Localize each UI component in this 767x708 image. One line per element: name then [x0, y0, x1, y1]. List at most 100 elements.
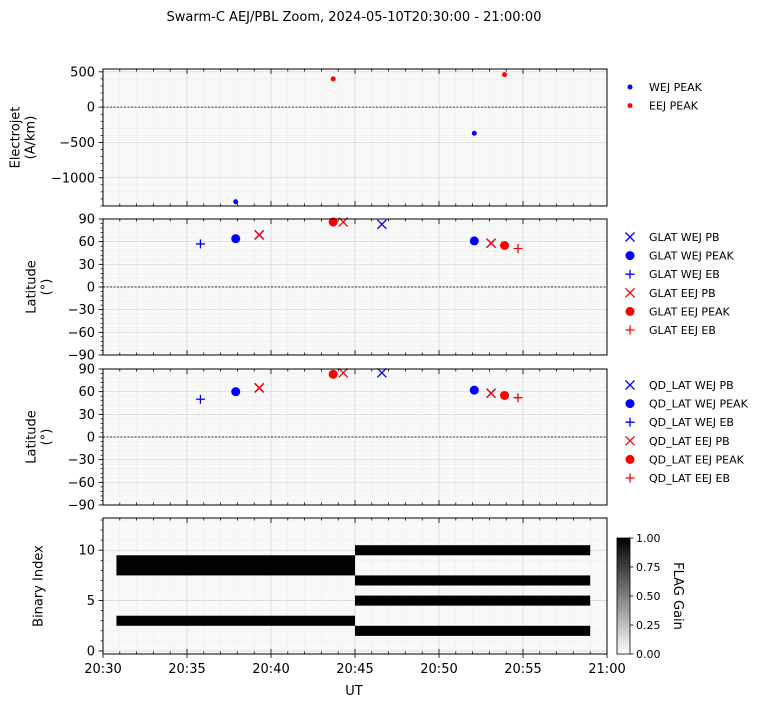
- legend-marker: [625, 269, 635, 279]
- x-tick-label: 20:35: [168, 662, 205, 677]
- legend-label: GLAT EEJ PB: [649, 287, 716, 300]
- y-axis-label-line: (°): [39, 429, 54, 446]
- y-tick-label: 90: [78, 363, 95, 378]
- flag-cell: [116, 615, 355, 626]
- flag-cell: [355, 545, 591, 556]
- data-point: [513, 243, 523, 253]
- legend-marker: [625, 325, 635, 335]
- panel-electrojet: 500 0 −500 −1000 Electrojet(A/km) WEJ PEAK EEJ…: [8, 65, 703, 207]
- data-point: [330, 76, 336, 82]
- legend-label: GLAT WEJ EB: [649, 268, 720, 281]
- data-point: [195, 394, 205, 404]
- legend-marker: [625, 399, 635, 409]
- y-tick-label: 500: [70, 65, 95, 80]
- y-axis-label: Binary Index: [32, 545, 47, 627]
- legend-marker: [625, 417, 635, 427]
- legend-label: GLAT WEJ PB: [649, 231, 720, 244]
- y-tick-label: 0: [87, 431, 95, 446]
- y-axis-label-line: Electrojet: [8, 107, 23, 169]
- x-tick-label: 21:00: [588, 662, 625, 677]
- y-tick-label: 90: [78, 213, 95, 228]
- colorbar-label: FLAG Gain: [670, 562, 685, 630]
- data-point: [513, 393, 523, 403]
- y-tick-label: 30: [78, 258, 95, 273]
- x-tick-label: 20:50: [420, 662, 457, 677]
- legend-label: QD_LAT EEJ PB: [649, 435, 730, 448]
- legend: GLAT WEJ PB GLAT WEJ PEAK GLAT WEJ EB GLAT …: [625, 231, 734, 337]
- flag-cell: [355, 595, 591, 606]
- y-axis-label: Latitude(°): [24, 410, 54, 464]
- y-tick-label: 0: [87, 101, 95, 116]
- legend-label: EEJ PEAK: [649, 100, 699, 113]
- y-axis-label-line: Binary Index: [32, 545, 47, 627]
- y-axis-label: Electrojet(A/km): [8, 107, 38, 169]
- y-axis-label-line: Latitude: [24, 260, 39, 314]
- data-point: [231, 387, 241, 397]
- data-point: [486, 388, 497, 399]
- panel-qd_lat: 90 60 30 0 −30 −60 −90 Latitude(°) QD_LAT WEJ PB…: [24, 363, 748, 514]
- legend-label: QD_LAT WEJ PEAK: [649, 398, 749, 411]
- y-tick-label: −30: [68, 303, 95, 318]
- data-point: [376, 219, 387, 230]
- legend-marker: [625, 380, 635, 390]
- legend-label: QD_LAT EEJ PEAK: [649, 453, 745, 466]
- y-axis-label-line: (A/km): [23, 116, 38, 160]
- y-tick-label: 60: [78, 385, 95, 400]
- legend-marker: [625, 454, 635, 464]
- data-point: [233, 199, 239, 205]
- data-point: [328, 369, 338, 379]
- y-axis-label-line: Latitude: [24, 410, 39, 464]
- legend-label: WEJ PEAK: [649, 81, 703, 94]
- y-tick-label: −60: [68, 476, 95, 491]
- legend-marker: [625, 232, 635, 242]
- legend-marker: [627, 103, 633, 109]
- data-point: [500, 390, 510, 400]
- y-tick-label: 5: [87, 594, 95, 609]
- x-tick-label: 20:45: [336, 662, 373, 677]
- x-tick-label: 20:30: [84, 662, 121, 677]
- y-tick-label: 0: [87, 281, 95, 296]
- legend-marker: [625, 473, 635, 483]
- data-point: [338, 367, 349, 378]
- panel-flags: 20:30 20:35 20:40 20:45 20:50 20:55 21:00 10 5 0 B…: [32, 517, 685, 677]
- data-point: [500, 240, 510, 250]
- y-tick-label: −30: [68, 453, 95, 468]
- y-tick-label: 30: [78, 408, 95, 423]
- data-point: [328, 217, 338, 227]
- legend: QD_LAT WEJ PB QD_LAT WEJ PEAK QD_LAT WEJ E…: [625, 379, 749, 485]
- y-tick-label: 10: [78, 544, 95, 559]
- data-point: [231, 234, 241, 244]
- legend-label: GLAT EEJ PEAK: [649, 305, 731, 318]
- colorbar-tick-label: 0.00: [636, 648, 661, 661]
- colorbar-bar: [616, 537, 631, 655]
- data-point: [254, 229, 265, 240]
- legend-marker: [625, 251, 635, 261]
- y-tick-label: 0: [87, 644, 95, 659]
- data-point: [469, 236, 479, 246]
- flag-cell: [355, 575, 591, 586]
- data-point: [502, 72, 507, 78]
- y-axis-label-line: (°): [39, 279, 54, 296]
- colorbar-tick-label: 1.00: [636, 532, 661, 545]
- y-tick-label: −90: [68, 349, 95, 364]
- data-point: [254, 382, 265, 393]
- legend-marker: [625, 435, 635, 446]
- legend-label: QD_LAT EEJ EB: [649, 472, 730, 485]
- y-tick-label: 60: [78, 235, 95, 250]
- legend-marker: [627, 84, 633, 90]
- y-tick-label: −90: [68, 499, 95, 514]
- data-point: [469, 385, 479, 395]
- colorbar-tick-label: 0.75: [636, 561, 661, 574]
- legend-label: GLAT EEJ EB: [649, 324, 716, 337]
- data-point: [486, 238, 497, 249]
- data-point: [376, 367, 387, 378]
- flag-cell: [355, 625, 591, 636]
- x-tick-label: 20:40: [252, 662, 289, 677]
- legend-label: QD_LAT WEJ EB: [649, 416, 734, 429]
- colorbar-tick-label: 0.25: [636, 619, 661, 632]
- data-point: [471, 130, 477, 136]
- y-axis-label: Latitude(°): [24, 260, 54, 314]
- colorbar-tick-label: 0.50: [636, 590, 661, 603]
